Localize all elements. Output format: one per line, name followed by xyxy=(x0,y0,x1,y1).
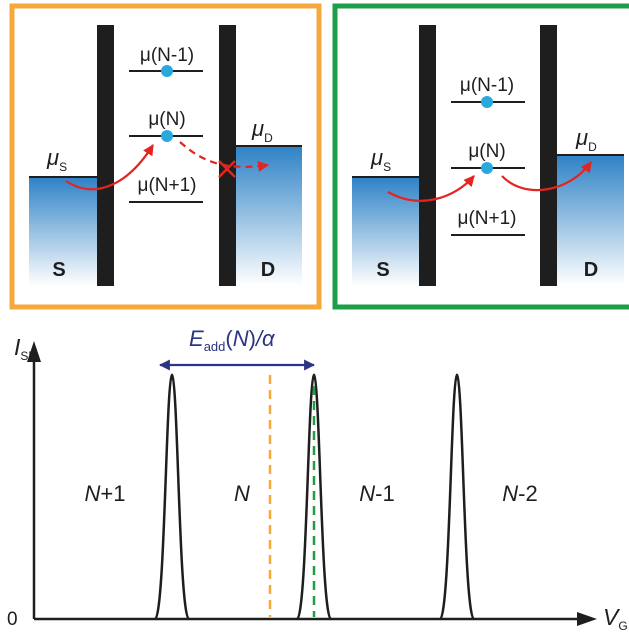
source-label: S xyxy=(376,259,389,281)
tunnel-barrier-right xyxy=(219,25,236,286)
conductance-peak xyxy=(153,373,191,621)
source-label: S xyxy=(52,259,65,281)
level-label: μ(N+1) xyxy=(138,175,197,196)
mu-drain-label: μD xyxy=(251,116,273,145)
level-label: μ(N-1) xyxy=(460,75,514,96)
tunneling-arrow-in xyxy=(387,175,475,202)
tunnel-barrier-left xyxy=(419,25,436,286)
source-reservoir xyxy=(29,177,97,286)
region-label: N+1 xyxy=(85,481,126,506)
drain-label: D xyxy=(584,259,598,281)
y-axis-arrowhead xyxy=(27,341,41,362)
panel-blocked: μ(N-1) μ(N) μ(N+1) μS μD S D xyxy=(9,3,322,310)
electron-dot xyxy=(161,130,173,142)
region-label: N-1 xyxy=(359,481,394,506)
tunneling-arrow-blocked xyxy=(179,141,270,172)
panel-allowed: μ(N-1) μ(N) μ(N+1) μS μD S D xyxy=(332,3,629,310)
coulomb-oscillation-plot: ISD VG 0 Eadd(N)/α N+1 N N-1 N-2 xyxy=(7,326,628,633)
mu-source-label: μS xyxy=(370,145,391,174)
region-label: N-2 xyxy=(502,481,537,506)
conductance-peak xyxy=(438,373,476,621)
y-axis-label: ISD xyxy=(14,334,37,363)
electron-dot xyxy=(481,96,493,108)
source-reservoir xyxy=(352,177,420,286)
drain-label: D xyxy=(261,259,275,281)
panel-frame xyxy=(332,3,629,310)
tunneling-arrow-in xyxy=(65,144,154,191)
electron-dot xyxy=(161,65,173,77)
mu-drain-label: μD xyxy=(575,125,597,154)
level-label: μ(N+1) xyxy=(458,208,517,229)
tunnel-barrier-right xyxy=(540,25,557,286)
blocked-cross-icon xyxy=(218,160,236,178)
origin-label: 0 xyxy=(7,609,18,630)
addition-energy-label: Eadd(N)/α xyxy=(189,326,276,354)
tunnel-barrier-left xyxy=(97,25,114,286)
electron-dot xyxy=(481,162,493,174)
tunneling-arrow-out xyxy=(501,161,592,192)
region-label: N xyxy=(234,481,250,506)
conductance-peak xyxy=(295,373,333,621)
panel-frame xyxy=(9,3,322,310)
level-label: μ(N-1) xyxy=(140,45,194,66)
level-label: μ(N) xyxy=(148,109,185,130)
level-label: μ(N) xyxy=(468,141,505,162)
mu-source-label: μS xyxy=(46,145,67,174)
x-axis-label: VG xyxy=(603,604,628,633)
x-axis-arrowhead xyxy=(577,612,597,626)
drain-reservoir xyxy=(556,155,624,286)
